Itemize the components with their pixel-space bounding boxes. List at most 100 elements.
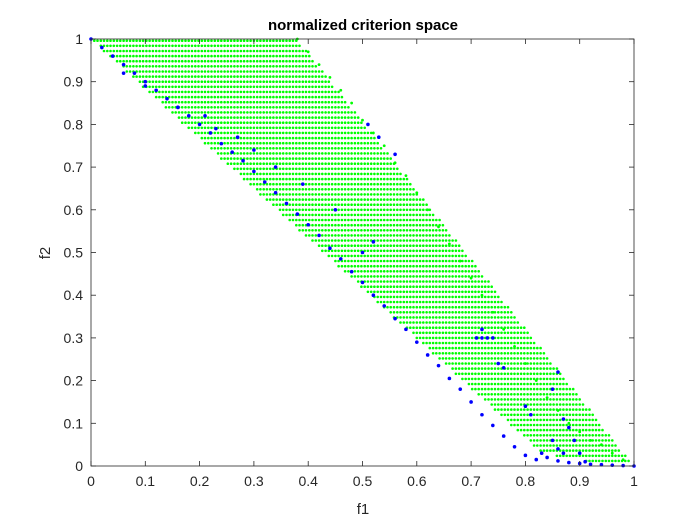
green-point (542, 398, 546, 401)
green-point (597, 459, 601, 463)
green-point (128, 65, 132, 68)
green-point (275, 182, 279, 186)
green-point (376, 259, 380, 263)
green-point (187, 65, 190, 68)
green-point (360, 270, 363, 273)
green-point (412, 188, 415, 191)
green-point (207, 116, 210, 119)
green-point (317, 203, 321, 206)
green-point (379, 218, 383, 222)
green-point (180, 65, 184, 68)
green-point (412, 229, 415, 232)
green-point (301, 131, 305, 135)
green-point (399, 188, 402, 191)
green-point (236, 59, 239, 63)
green-point (265, 177, 269, 181)
green-point (575, 418, 578, 422)
green-point (148, 80, 151, 83)
green-point (542, 377, 546, 381)
green-point (490, 305, 494, 309)
green-point (457, 316, 461, 319)
green-point (539, 357, 542, 360)
green-point (581, 454, 585, 458)
green-point (470, 305, 474, 309)
green-point (461, 352, 464, 355)
green-point (513, 352, 516, 355)
green-point (382, 144, 386, 148)
green-point (545, 372, 549, 376)
green-point (343, 259, 347, 263)
green-point (236, 147, 239, 150)
green-point (601, 459, 604, 463)
green-point (601, 439, 604, 442)
green-point (210, 141, 213, 145)
green-point (304, 152, 308, 155)
green-point (213, 59, 217, 63)
green-point (392, 300, 396, 304)
green-point (422, 218, 425, 222)
green-point (467, 305, 471, 309)
green-point (236, 44, 239, 48)
green-point (396, 259, 399, 263)
green-point (382, 218, 386, 222)
green-point (187, 39, 190, 42)
green-point (461, 285, 464, 289)
green-point (334, 172, 337, 176)
green-point (262, 126, 266, 130)
green-point (337, 244, 340, 247)
green-point (490, 290, 494, 294)
green-point (425, 249, 428, 253)
green-point (516, 326, 520, 330)
green-point (314, 167, 318, 171)
green-point (552, 403, 555, 406)
green-point (435, 295, 438, 299)
green-point (255, 75, 259, 78)
green-point (285, 152, 288, 155)
green-point (516, 321, 520, 324)
green-point (330, 136, 334, 140)
green-point (604, 439, 608, 442)
green-point (539, 418, 542, 422)
green-point (353, 213, 357, 217)
green-point (184, 85, 187, 89)
green-point (259, 75, 262, 78)
green-point (304, 90, 308, 94)
green-point (233, 147, 236, 150)
green-point (568, 418, 572, 422)
green-point (210, 49, 213, 53)
green-point (272, 80, 275, 83)
green-point (444, 305, 448, 309)
blue-point (469, 400, 473, 404)
green-point (350, 249, 353, 253)
green-point (306, 50, 310, 54)
green-point (314, 198, 318, 201)
green-point (164, 59, 168, 63)
green-point (386, 157, 389, 160)
green-point (347, 121, 350, 124)
green-point (487, 285, 490, 289)
green-point (418, 326, 422, 330)
green-point (545, 377, 549, 381)
green-point (532, 408, 536, 411)
green-point (386, 223, 389, 227)
green-point (304, 213, 308, 217)
green-point (402, 193, 406, 196)
blue-point (110, 54, 115, 58)
green-point (435, 311, 438, 314)
green-point (363, 126, 367, 130)
green-point (308, 90, 311, 94)
green-point (233, 59, 236, 63)
green-point (265, 136, 269, 140)
green-point (558, 423, 562, 427)
green-point (259, 100, 262, 104)
green-point (386, 285, 389, 289)
green-point (562, 387, 565, 391)
green-point (487, 305, 490, 309)
green-point (545, 444, 549, 447)
green-point (180, 116, 184, 119)
green-point (542, 418, 546, 422)
green-point (265, 121, 269, 124)
green-point (568, 439, 572, 442)
green-point (493, 346, 497, 350)
green-point (177, 85, 181, 89)
